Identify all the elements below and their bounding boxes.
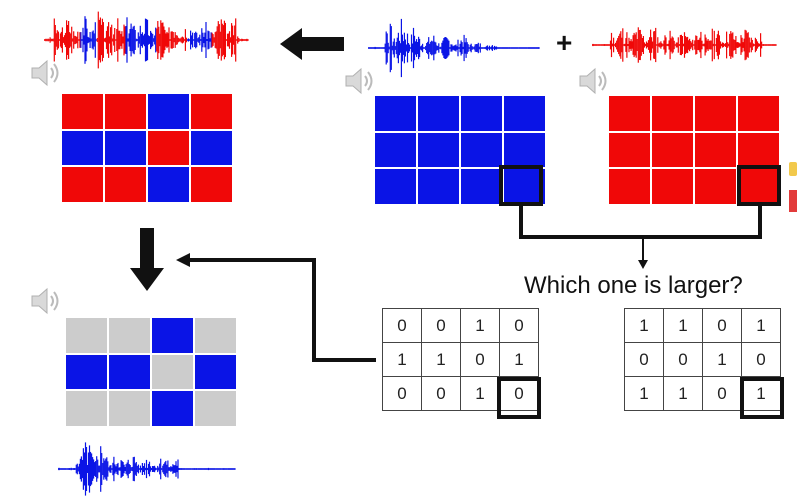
- tf-cell: [109, 318, 150, 353]
- mask-cell: 0: [382, 308, 422, 343]
- comparison-question: Which one is larger?: [524, 272, 743, 299]
- partial-edge-icon: [789, 162, 797, 176]
- tf-cell: [109, 354, 150, 390]
- mask-cell: 0: [624, 342, 664, 377]
- mask-cell: 0: [702, 376, 742, 411]
- mask-cell: 0: [663, 342, 703, 377]
- tf-cell: [62, 130, 103, 166]
- tf-cell: [695, 132, 736, 168]
- output-waveform: [58, 442, 236, 496]
- speaker-icon[interactable]: [578, 66, 612, 96]
- tf-cell: [191, 94, 232, 129]
- tf-cell: [152, 318, 193, 353]
- mask-cell: 0: [382, 376, 422, 411]
- tf-cell: [609, 132, 650, 168]
- mask-cell: 1: [624, 376, 664, 411]
- tf-cell: [375, 169, 416, 204]
- tf-cell: [66, 391, 107, 426]
- tf-cell: [191, 167, 232, 202]
- tf-cell: [375, 132, 416, 168]
- mask-cell: 1: [421, 342, 461, 377]
- tf-cell: [738, 132, 779, 168]
- mask-cell: 1: [460, 308, 500, 343]
- plus-sign: +: [556, 27, 573, 58]
- tf-cell: [191, 130, 232, 166]
- partial-edge-mark: [789, 190, 797, 212]
- tf-cell: [609, 169, 650, 204]
- speech-spectrogram-grid: [375, 96, 545, 204]
- mask-cell: 0: [460, 342, 500, 377]
- mask-cell: 0: [702, 308, 742, 343]
- tf-cell: [66, 354, 107, 390]
- noise-waveform: [592, 27, 777, 63]
- tf-cell: [105, 94, 146, 129]
- arrow-down-icon: [130, 228, 164, 291]
- tf-cell: [148, 167, 189, 202]
- tf-cell: [195, 391, 236, 426]
- mixture-waveform: [44, 11, 249, 69]
- mask-cell: 0: [741, 342, 781, 377]
- speaker-icon[interactable]: [30, 58, 64, 88]
- noise-cell-highlight: [737, 165, 781, 206]
- tf-cell: [461, 96, 502, 131]
- masked-spectrogram-grid: [66, 318, 236, 426]
- tf-cell: [195, 354, 236, 390]
- tf-cell: [62, 94, 103, 129]
- tf-cell: [695, 96, 736, 131]
- tf-cell: [504, 169, 545, 204]
- tf-cell: [152, 354, 193, 390]
- tf-cell: [418, 169, 459, 204]
- tf-cell: [152, 391, 193, 426]
- tf-cell: [504, 96, 545, 131]
- tf-cell: [195, 318, 236, 353]
- tf-cell: [418, 96, 459, 131]
- mask-cell: 1: [663, 376, 703, 411]
- mixture-spectrogram-grid: [62, 94, 232, 202]
- tf-cell: [66, 318, 107, 353]
- tf-cell: [504, 132, 545, 168]
- speaker-icon[interactable]: [344, 66, 378, 96]
- speech-cell-highlight: [499, 165, 543, 206]
- tf-cell: [461, 132, 502, 168]
- tf-cell: [652, 169, 693, 204]
- noise-mask-highlight: [740, 377, 784, 419]
- tf-cell: [148, 94, 189, 129]
- tf-cell: [738, 169, 779, 204]
- tf-cell: [652, 96, 693, 131]
- tf-cell: [148, 130, 189, 166]
- mask-cell: 1: [382, 342, 422, 377]
- tf-cell: [738, 96, 779, 131]
- mask-cell: 0: [499, 308, 539, 343]
- mask-cell: 0: [421, 376, 461, 411]
- speech-waveform: [368, 18, 540, 78]
- mask-cell: 1: [702, 342, 742, 377]
- mask-cell: 1: [663, 308, 703, 343]
- speaker-icon[interactable]: [30, 286, 64, 316]
- tf-cell: [105, 167, 146, 202]
- tf-cell: [461, 169, 502, 204]
- mask-cell: 1: [741, 308, 781, 343]
- tf-cell: [109, 391, 150, 426]
- arrow-left-icon: [280, 28, 344, 60]
- tf-cell: [695, 169, 736, 204]
- mask-cell: 0: [421, 308, 461, 343]
- mask-cell: 1: [624, 308, 664, 343]
- tf-cell: [652, 132, 693, 168]
- tf-cell: [418, 132, 459, 168]
- tf-cell: [609, 96, 650, 131]
- noise-spectrogram-grid: [609, 96, 779, 204]
- tf-cell: [105, 130, 146, 166]
- speech-mask-highlight: [497, 377, 541, 419]
- tf-cell: [62, 167, 103, 202]
- tf-cell: [375, 96, 416, 131]
- mask-cell: 1: [499, 342, 539, 377]
- mask-cell: 1: [460, 376, 500, 411]
